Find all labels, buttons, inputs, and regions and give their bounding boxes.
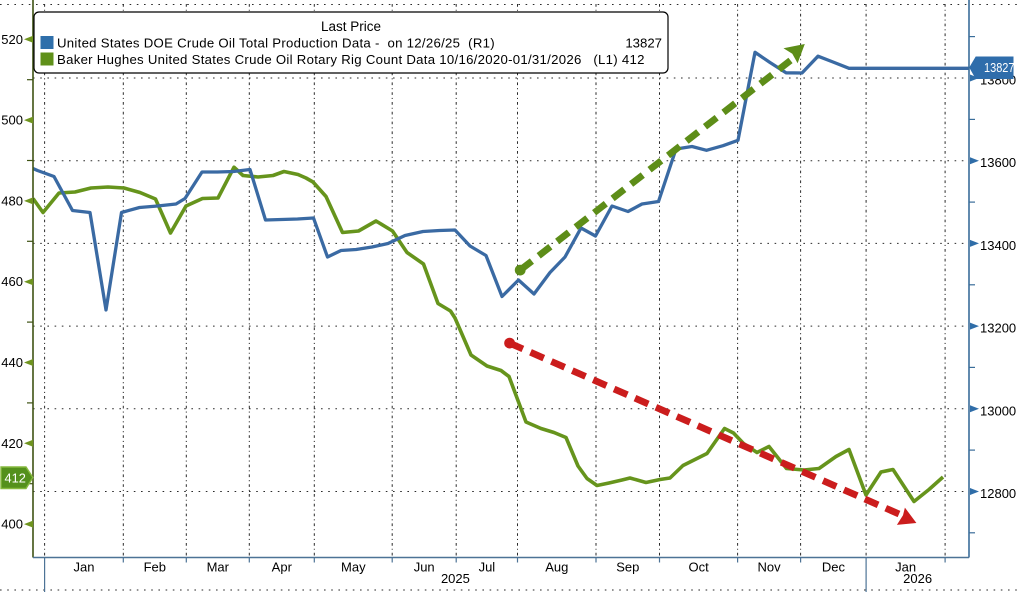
svg-text:Oct: Oct — [688, 560, 709, 575]
svg-text:13400: 13400 — [980, 238, 1016, 253]
svg-text:13827: 13827 — [625, 36, 662, 51]
svg-text:500: 500 — [1, 113, 23, 128]
svg-text:Jan: Jan — [895, 560, 916, 575]
svg-text:Baker Hughes United States Cru: Baker Hughes United States Crude Oil Rot… — [57, 52, 645, 67]
svg-text:2026: 2026 — [903, 571, 932, 586]
svg-text:440: 440 — [1, 355, 23, 370]
svg-text:United States DOE Crude Oil To: United States DOE Crude Oil Total Produc… — [57, 36, 495, 51]
svg-text:Mar: Mar — [207, 560, 230, 575]
svg-text:Aug: Aug — [545, 560, 568, 575]
svg-text:412: 412 — [5, 470, 26, 485]
svg-text:Jun: Jun — [414, 560, 435, 575]
svg-text:13000: 13000 — [980, 403, 1016, 418]
svg-text:May: May — [341, 560, 366, 575]
svg-text:Apr: Apr — [272, 560, 293, 575]
svg-text:420: 420 — [1, 436, 23, 451]
svg-text:Sep: Sep — [616, 560, 639, 575]
svg-text:2025: 2025 — [441, 571, 470, 586]
svg-text:Last Price: Last Price — [321, 19, 381, 34]
svg-text:13827: 13827 — [984, 60, 1015, 75]
svg-text:Dec: Dec — [822, 560, 846, 575]
svg-text:520: 520 — [1, 32, 23, 47]
svg-text:Jan: Jan — [74, 560, 95, 575]
svg-text:Feb: Feb — [144, 560, 166, 575]
svg-text:460: 460 — [1, 274, 23, 289]
svg-text:Jul: Jul — [479, 560, 496, 575]
svg-text:400: 400 — [1, 517, 23, 532]
svg-text:Nov: Nov — [758, 560, 782, 575]
svg-text:480: 480 — [1, 193, 23, 208]
svg-text:12800: 12800 — [980, 486, 1016, 501]
svg-text:13600: 13600 — [980, 155, 1016, 170]
svg-text:13200: 13200 — [980, 321, 1016, 336]
